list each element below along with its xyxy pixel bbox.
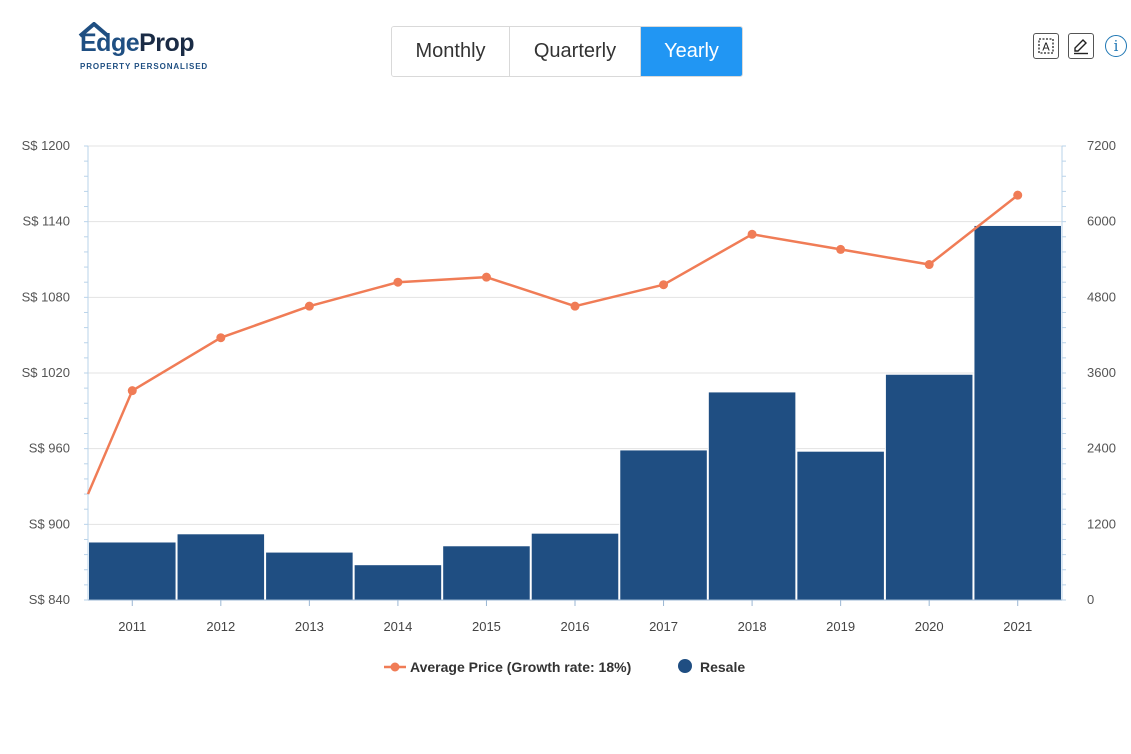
tab-monthly[interactable]: Monthly [392, 27, 510, 76]
resale-bar [796, 450, 885, 601]
right-axis-tick-label: 1200 [1087, 516, 1116, 531]
average-price-point [659, 280, 669, 290]
tab-quarterly[interactable]: Quarterly [510, 27, 641, 76]
legend-average-price-label: Average Price (Growth rate: 18%) [410, 659, 631, 675]
right-axis-tick-label: 4800 [1087, 289, 1116, 304]
x-axis-tick-label: 2014 [383, 619, 412, 634]
average-price-point [393, 277, 403, 287]
resale-bar [176, 533, 266, 601]
logo-prop-text: Prop [139, 29, 195, 57]
average-price-point [836, 244, 846, 254]
right-axis-tick-label: 2400 [1087, 441, 1116, 456]
resale-bar [353, 564, 443, 601]
left-axis-tick-label: S$ 1200 [22, 138, 70, 153]
resale-bar [619, 449, 708, 601]
average-price-line [86, 190, 1023, 495]
period-tabs: Monthly Quarterly Yearly [391, 26, 743, 77]
resale-bar [884, 373, 974, 601]
resale-bar [530, 532, 620, 601]
x-axis-tick-label: 2011 [118, 619, 146, 634]
legend-resale-label: Resale [700, 659, 745, 675]
left-axis-tick-label: S$ 1020 [22, 365, 70, 380]
edgeprop-logo[interactable]: EdgeProp PROPERTY PERSONALISED [78, 22, 210, 74]
text-select-icon[interactable]: A [1033, 33, 1059, 59]
x-axis-tick-label: 2021 [1003, 619, 1032, 634]
average-price-path [86, 194, 1019, 495]
left-axis-tick-label: S$ 1140 [23, 214, 70, 229]
average-price-point [570, 301, 580, 311]
resale-bar [88, 541, 177, 601]
left-axis-tick-label: S$ 900 [29, 516, 70, 531]
left-axis-tick-label: S$ 840 [29, 592, 70, 607]
x-axis-tick-label: 2016 [561, 619, 590, 634]
average-price-point [481, 272, 491, 282]
average-price-point [747, 229, 757, 239]
right-axis-tick-label: 7200 [1087, 138, 1116, 153]
left-axis-tick-label: S$ 960 [29, 441, 70, 456]
logo-roof-icon [78, 22, 110, 38]
x-axis-tick-label: 2012 [206, 619, 235, 634]
chart-axes: S$ 840 0 S$ 900 1200 S$ 960 2400 S$ 1020 3600 S$… [22, 138, 1116, 634]
right-axis-tick-label: 0 [1087, 592, 1094, 607]
info-icon[interactable]: i [1105, 35, 1127, 57]
resale-bar [707, 391, 797, 601]
chart-legend: Average Price (Growth rate: 18%) Resale [384, 659, 745, 675]
resale-bar [973, 224, 1062, 601]
x-axis-tick-label: 2019 [826, 619, 855, 634]
left-axis-tick-label: S$ 1080 [22, 289, 70, 304]
right-axis-tick-label: 3600 [1087, 365, 1116, 380]
legend-bar-marker [678, 659, 692, 673]
x-axis-tick-label: 2015 [472, 619, 501, 634]
right-axis-tick-label: 6000 [1087, 214, 1116, 229]
average-price-point [127, 386, 137, 396]
logo-edge-text: Edge [80, 29, 140, 57]
average-price-point [1013, 190, 1023, 200]
average-price-point [216, 333, 226, 343]
tab-yearly[interactable]: Yearly [641, 27, 742, 76]
x-axis-tick-label: 2020 [915, 619, 944, 634]
resale-bar [265, 551, 354, 601]
x-axis-tick-label: 2013 [295, 619, 324, 634]
x-axis-tick-label: 2017 [649, 619, 678, 634]
average-price-point [924, 260, 934, 270]
svg-text:A: A [1042, 41, 1050, 54]
x-axis-tick-label: 2018 [738, 619, 767, 634]
logo-tagline: PROPERTY PERSONALISED [80, 62, 209, 71]
resale-bar [442, 545, 531, 601]
legend-line-marker [390, 662, 400, 672]
logo-wordmark: EdgeProp [80, 26, 195, 60]
resale-bars [88, 224, 1062, 601]
edit-pencil-icon[interactable] [1068, 33, 1094, 59]
average-price-point [304, 301, 314, 311]
